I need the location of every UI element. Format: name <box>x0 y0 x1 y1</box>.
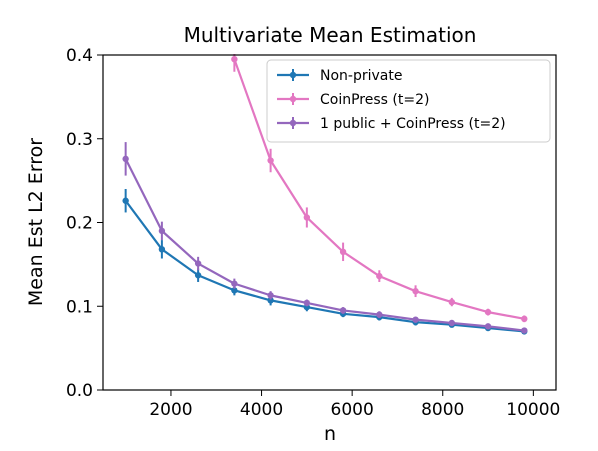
data-point <box>448 319 456 327</box>
x-axis-ticks: 2000 4000 6000 8000 10000 <box>149 390 560 420</box>
y-tick-label: 0.3 <box>66 130 93 150</box>
data-point <box>231 280 238 287</box>
data-point <box>231 287 238 294</box>
series-3 <box>122 142 528 334</box>
legend-frame <box>266 59 551 143</box>
data-point <box>194 272 202 279</box>
data-point <box>158 227 166 235</box>
data-point <box>194 260 202 267</box>
data-point <box>521 327 528 334</box>
y-tick-label: 0.2 <box>66 214 93 234</box>
x-tick-label: 10000 <box>506 400 560 420</box>
legend: Non-private CoinPress (t=2) 1 public + Coi… <box>266 59 551 143</box>
data-point <box>267 157 274 164</box>
legend-swatch-marker <box>289 71 297 79</box>
data-point <box>339 307 347 314</box>
data-point <box>303 299 311 307</box>
x-tick-label: 2000 <box>149 400 192 420</box>
series-2 <box>231 54 528 323</box>
legend-label: CoinPress (t=2) <box>320 92 429 108</box>
y-tick-label: 0.4 <box>66 46 93 66</box>
data-point <box>158 246 166 253</box>
series-1 <box>122 189 528 335</box>
series-line <box>124 158 525 332</box>
series-line <box>124 200 525 333</box>
x-tick-label: 4000 <box>240 400 283 420</box>
data-point <box>521 315 528 323</box>
data-point <box>376 311 383 318</box>
data-point <box>412 316 419 323</box>
legend-swatch-marker <box>289 119 297 127</box>
data-point <box>376 272 383 280</box>
legend-swatch-marker <box>289 95 297 103</box>
legend-label: Non-private <box>320 68 402 84</box>
series-layer <box>122 54 528 335</box>
x-tick-label: 6000 <box>331 400 374 420</box>
data-point <box>448 298 456 306</box>
data-point <box>231 55 238 63</box>
data-point <box>339 248 347 256</box>
data-point <box>122 155 129 163</box>
y-tick-label: 0.0 <box>66 381 93 401</box>
legend-label: 1 public + CoinPress (t=2) <box>320 116 506 132</box>
data-point <box>484 308 492 316</box>
data-point <box>122 197 129 204</box>
data-point <box>267 292 274 299</box>
x-axis-label: n <box>324 423 336 445</box>
y-axis-ticks: 0.0 0.1 0.2 0.3 0.4 <box>66 46 103 401</box>
x-tick-label: 8000 <box>421 400 464 420</box>
chart-title: Multivariate Mean Estimation <box>184 23 477 47</box>
data-point <box>303 214 311 221</box>
y-tick-label: 0.1 <box>66 297 93 317</box>
data-point <box>412 287 419 295</box>
data-point <box>484 323 492 330</box>
y-axis-label: Mean Est L2 Error <box>25 138 47 306</box>
data-point <box>267 297 274 304</box>
